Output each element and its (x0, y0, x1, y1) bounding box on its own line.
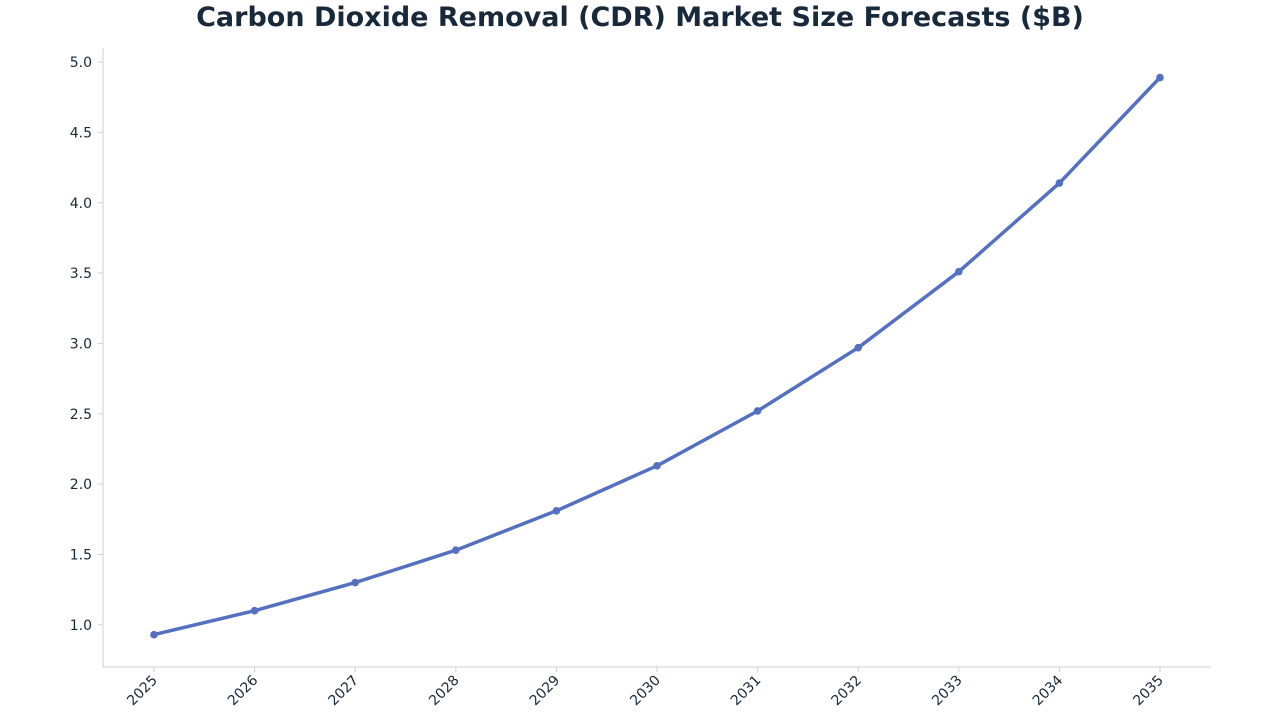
y-tick-label: 3.0 (70, 336, 92, 352)
y-tick-label: 5.0 (70, 55, 92, 71)
x-tick-label: 2027 (326, 673, 363, 710)
data-point (1156, 73, 1164, 82)
x-tick-label: 2029 (527, 673, 564, 710)
x-tick-label: 2034 (1030, 672, 1067, 709)
x-tick-label: 2030 (627, 673, 664, 710)
x-axis-ticks: 2025 2026 2027 2028 2029 2030 2031 2032 2033 2034… (124, 667, 1167, 709)
data-point (955, 267, 963, 276)
x-tick-label: 2026 (225, 672, 262, 709)
data-point (150, 630, 158, 639)
axes (102, 48, 1211, 668)
y-tick-label: 4.5 (70, 125, 92, 141)
data-point (1055, 179, 1064, 187)
y-tick-label: 2.0 (70, 477, 92, 493)
x-tick-label: 2032 (829, 673, 866, 710)
chart-title: Carbon Dioxide Removal (CDR) Market Size… (196, 2, 1084, 33)
data-point (351, 578, 360, 587)
y-tick-label: 2.5 (70, 407, 92, 423)
data-point (653, 462, 661, 470)
x-tick-label: 2025 (124, 673, 161, 710)
data-point (552, 507, 561, 515)
x-tick-label: 2031 (728, 673, 765, 710)
data-point (452, 546, 460, 555)
series-line (152, 75, 1162, 637)
x-tick-label: 2035 (1130, 673, 1167, 710)
x-tick-label: 2033 (929, 673, 966, 710)
data-point (250, 606, 259, 615)
y-tick-label: 1.5 (70, 547, 92, 563)
y-tick-label: 3.5 (70, 266, 92, 282)
y-tick-label: 4.0 (70, 196, 92, 212)
y-tick-label: 1.0 (70, 618, 92, 634)
data-point (854, 343, 862, 352)
data-series (150, 73, 1164, 639)
x-tick-label: 2028 (426, 673, 463, 710)
data-point (753, 407, 762, 415)
y-axis-ticks: 1.0 1.5 2.0 2.5 3.0 3.5 4.0 4.5 5.0 (70, 55, 103, 634)
